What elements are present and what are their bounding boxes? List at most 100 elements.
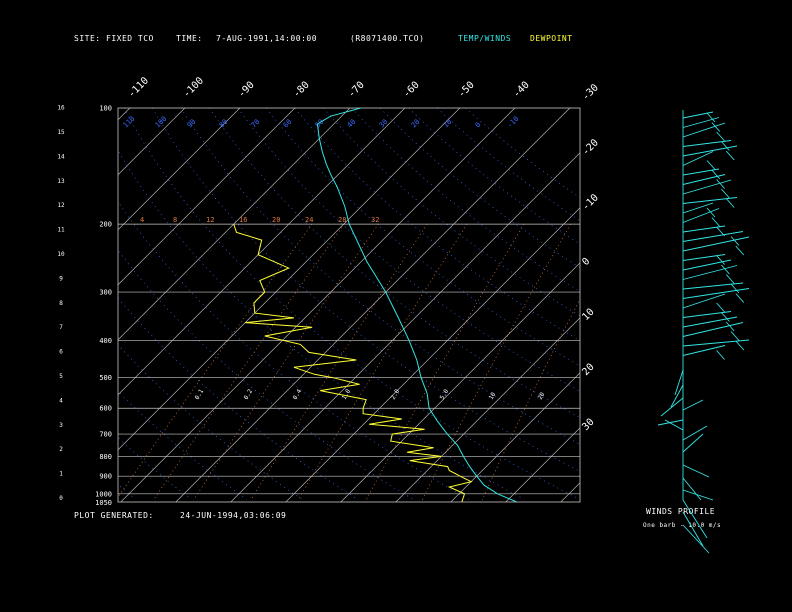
height-tick-label: 12: [57, 202, 65, 209]
wind-barb: [682, 174, 726, 185]
wind-barb: [682, 339, 750, 347]
wind-barb: [716, 302, 725, 313]
isotherm-line: [118, 108, 461, 451]
mixing-ratio-line: [153, 223, 345, 501]
winds-profile-title: WINDS PROFILE: [646, 507, 716, 516]
height-tick-label: 6: [59, 349, 63, 356]
wind-barb: [716, 350, 725, 360]
wind-barb: [682, 122, 726, 138]
mixing-ratio-label: 24: [305, 216, 313, 224]
pressure-tick-label: 700: [99, 431, 112, 439]
pressure-tick-label: 200: [99, 221, 112, 229]
dry-adiabat-line: [323, 108, 580, 317]
wind-barb: [706, 112, 716, 123]
wind-barb: [674, 369, 684, 396]
wind-barb: [682, 322, 744, 337]
plot-generated-value: 24-JUN-1994,03:06:09: [180, 511, 287, 520]
wind-barb: [682, 511, 704, 547]
winds-profile-note: One barb - 10.0 m/s: [643, 522, 722, 529]
sounding-series: [233, 108, 517, 502]
wind-barb: [682, 293, 726, 309]
wind-barb: [682, 425, 708, 441]
isotherm-line: [118, 108, 296, 286]
wind-barb: [682, 208, 720, 223]
height-tick-label: 16: [57, 105, 65, 112]
wind-barb: [682, 433, 704, 453]
height-tick-label: 7: [59, 324, 63, 331]
legend-temp-winds: TEMP/WINDS: [458, 34, 512, 43]
wind-barb: [725, 274, 735, 284]
wind-barb: [682, 316, 738, 328]
wind-barb: [735, 245, 745, 256]
temperature-line: [316, 108, 517, 502]
wind-barb: [682, 464, 710, 478]
dry-adiabat-line: [180, 108, 580, 445]
dry-adiabat-label: 40: [346, 118, 358, 130]
wind-barb: [682, 265, 738, 280]
wind-barb: [735, 340, 745, 351]
dry-adiabat-line: [436, 108, 580, 222]
wind-barb: [682, 225, 726, 233]
height-tick-label: 0: [59, 495, 63, 502]
dry-adiabat-label: 60: [282, 118, 294, 130]
wind-barb: [711, 169, 721, 180]
wind-barb: [664, 419, 684, 431]
isotherm-line: [505, 427, 580, 502]
legend-dewpoint: DEWPOINT: [530, 34, 573, 43]
mixing-ratio-label: 8: [173, 216, 177, 224]
wind-barb: [721, 141, 730, 151]
wind-barb: [682, 197, 738, 204]
isotherm-line: [118, 108, 351, 341]
file-name: (R8071400.TCO): [350, 34, 425, 43]
height-tick-label: 10: [57, 251, 65, 258]
axis-labels: 1002003004005006007008009001000105016151…: [57, 75, 601, 507]
wind-barb: [682, 145, 738, 157]
height-tick-label: 11: [57, 227, 65, 234]
height-tick-label: 4: [59, 397, 63, 404]
wind-barb: [716, 131, 725, 142]
wind-barb: [716, 255, 725, 265]
wind-barb: [721, 188, 730, 199]
wind-barb: [682, 489, 714, 501]
wind-barb: [711, 217, 721, 227]
height-tick-label: 9: [59, 275, 63, 282]
mixing-ratio-label: 20: [272, 216, 280, 224]
wind-barb: [682, 179, 732, 195]
pressure-tick-label: 1000: [95, 490, 112, 498]
wind-barb: [682, 202, 714, 214]
pressure-tick-label: 100: [99, 105, 112, 113]
wind-barb: [682, 259, 732, 271]
wind-barb: [682, 236, 750, 252]
mixing-ratio-label: 28: [338, 216, 346, 224]
pressure-tick-label: 300: [99, 289, 112, 297]
wind-barb: [682, 311, 732, 318]
wind-barb: [682, 477, 702, 501]
pressure-tick-label: 900: [99, 473, 112, 481]
dry-adiabat-line: [379, 108, 580, 269]
height-tick-label: 15: [57, 129, 65, 136]
wind-barb: [730, 236, 740, 246]
wind-barb: [670, 384, 684, 408]
mixing-ratio-label: 20: [537, 391, 547, 401]
dewpoint-line: [233, 223, 473, 502]
mixing-ratio-label: 2.0: [390, 388, 402, 401]
wind-barb: [735, 293, 745, 303]
wind-barb: [682, 288, 750, 299]
dry-adiabat-label: 70: [250, 118, 262, 130]
isotherm-line: [118, 108, 406, 396]
wind-barb: [657, 419, 684, 426]
wind-barb: [721, 312, 730, 322]
wind-barb: [682, 254, 726, 261]
wind-barb: [682, 399, 704, 411]
wind-barb: [682, 117, 720, 128]
wind-barb: [725, 150, 735, 161]
site-label: SITE:: [74, 34, 101, 43]
mixing-ratio-line: [118, 223, 313, 498]
height-tick-label: 13: [57, 178, 65, 185]
wind-barb: [706, 207, 716, 218]
isotherm-line: [118, 108, 241, 231]
wind-barb: [721, 264, 730, 275]
isotherm-line: [118, 108, 186, 176]
isotherm-line: [340, 262, 580, 502]
